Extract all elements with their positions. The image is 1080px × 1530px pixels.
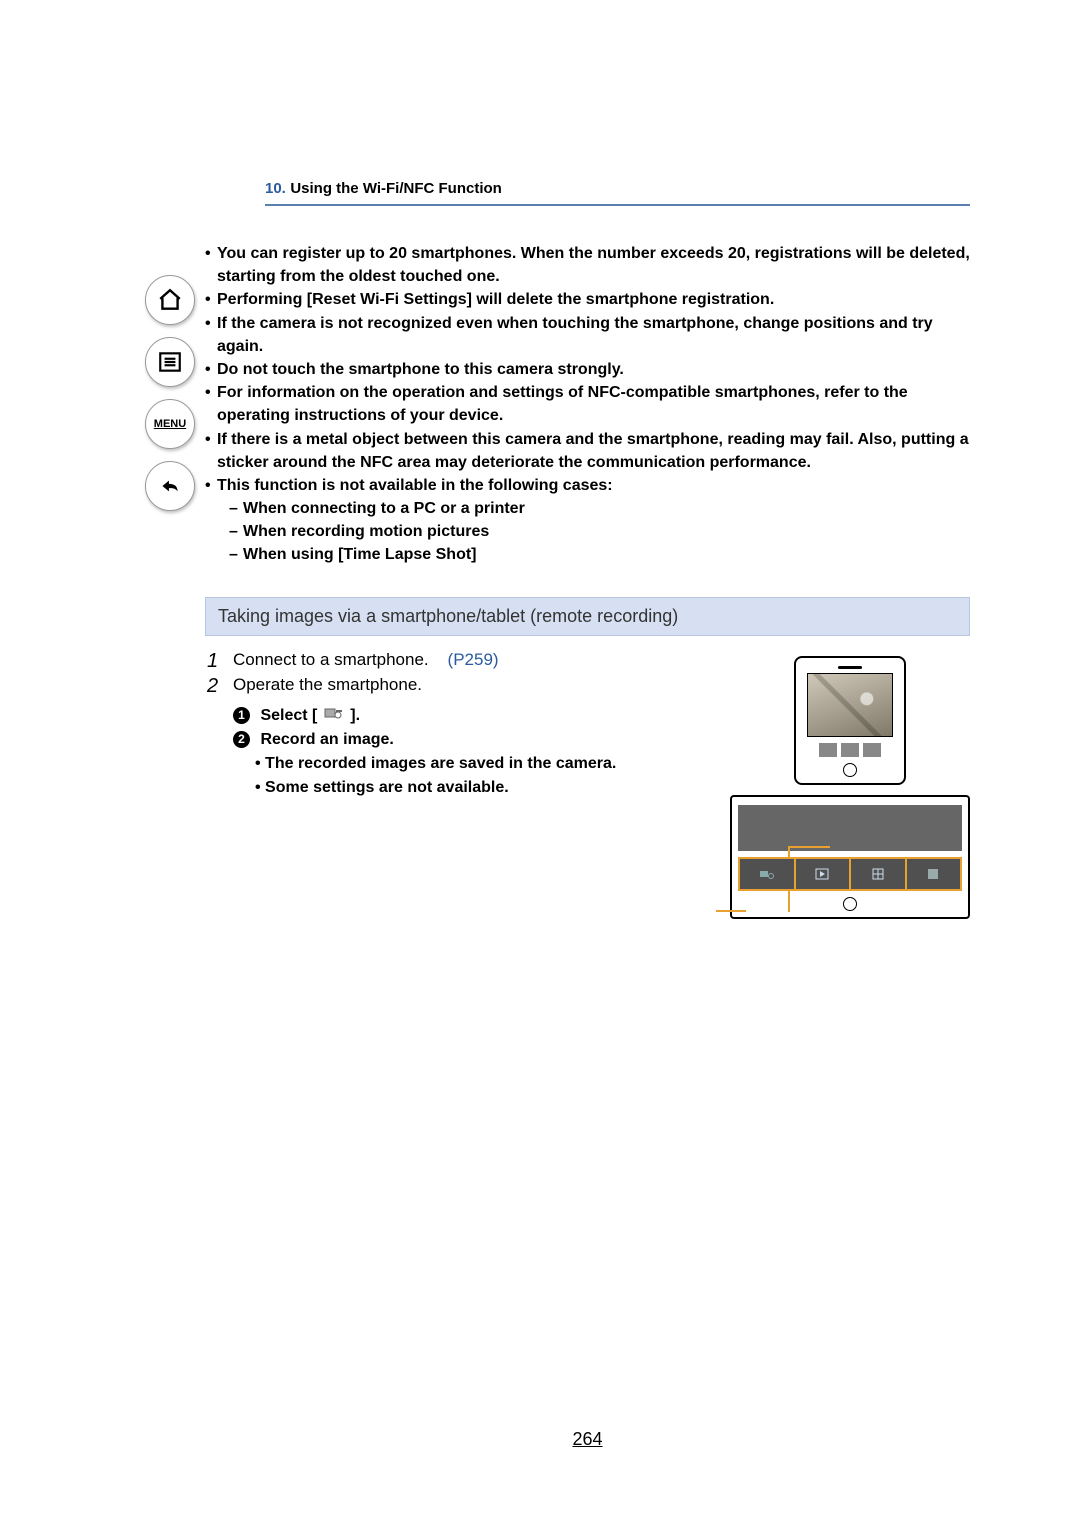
note-item: You can register up to 20 smartphones. W… — [217, 242, 970, 288]
remote-shoot-icon — [740, 859, 794, 889]
substep-text: ]. — [350, 707, 360, 724]
remote-shoot-icon — [322, 705, 346, 726]
menu-label: MENU — [154, 418, 186, 430]
notes-block: •You can register up to 20 smartphones. … — [205, 242, 970, 567]
note-item: If the camera is not recognized even whe… — [217, 312, 970, 358]
back-icon[interactable] — [145, 461, 195, 511]
sub-steps: 1 Select [ ]. 2 Record an image. • The r… — [233, 704, 710, 800]
page-link[interactable]: (P259) — [448, 650, 499, 669]
substep-text: Record an image. — [260, 731, 393, 748]
contents-icon[interactable] — [145, 337, 195, 387]
home-icon[interactable] — [145, 275, 195, 325]
step-row: 1 Connect to a smartphone. (P259) — [207, 650, 710, 673]
phone-top-diagram — [794, 656, 906, 785]
play-icon — [796, 859, 850, 889]
substep-marker: 1 — [233, 707, 250, 724]
note-item: This function is not available in the fo… — [217, 474, 970, 497]
step-text: Operate the smartphone. — [233, 675, 422, 698]
page-number: 264 — [205, 1429, 970, 1450]
sidebar-nav: MENU — [145, 275, 195, 511]
section-heading: Taking images via a smartphone/tablet (r… — [205, 597, 970, 636]
chapter-header: 10. Using the Wi-Fi/NFC Function — [265, 180, 970, 206]
step-number: 1 — [207, 650, 233, 673]
note-subitem: When recording motion pictures — [243, 523, 489, 540]
note-item: Performing [Reset Wi-Fi Settings] will d… — [217, 288, 970, 311]
note-subitem: When using [Time Lapse Shot] — [243, 546, 477, 563]
chapter-number: 10. — [265, 180, 286, 197]
note-item: Do not touch the smartphone to this came… — [217, 358, 970, 381]
grid-icon — [851, 859, 905, 889]
phone-screen-icon — [807, 673, 893, 737]
substep-marker: 2 — [233, 731, 250, 748]
phone-bottom-diagram — [730, 795, 970, 919]
blank-cell-icon — [907, 859, 961, 889]
phone-illustration — [730, 656, 970, 919]
substep-text: Select [ — [260, 707, 317, 724]
note-item: If there is a metal object between this … — [217, 428, 970, 474]
note-subitem: When connecting to a PC or a printer — [243, 500, 525, 517]
note-item: For information on the operation and set… — [217, 381, 970, 427]
callout-line — [788, 846, 830, 848]
chapter-title: Using the Wi-Fi/NFC Function — [290, 180, 502, 197]
substep-note: The recorded images are saved in the cam… — [265, 755, 616, 772]
callout-line — [716, 910, 746, 912]
step-text: Connect to a smartphone. — [233, 650, 429, 669]
step-row: 2 Operate the smartphone. — [207, 675, 710, 698]
substep-note: Some settings are not available. — [265, 779, 509, 796]
menu-button[interactable]: MENU — [145, 399, 195, 449]
step-number: 2 — [207, 675, 233, 698]
